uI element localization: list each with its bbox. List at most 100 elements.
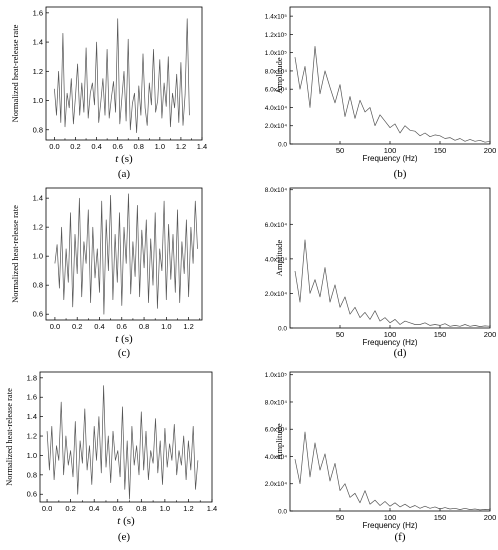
- x-axis-unit: (s): [118, 333, 133, 345]
- x-tick-label: 1.0: [160, 504, 170, 513]
- x-tick-label: 0.8: [136, 504, 146, 513]
- y-tick-label: 1.8: [27, 373, 37, 382]
- x-axis-variable: t: [117, 515, 121, 527]
- y-tick-label: 2.0x10⁴: [265, 291, 288, 298]
- x-tick-label: 0.4: [94, 322, 104, 331]
- x-tick-label: 0.2: [72, 322, 82, 331]
- y-axis-label: Normalized heat-release rate: [10, 24, 20, 122]
- x-tick-label: 1.4: [207, 504, 217, 513]
- y-tick-label: 0.8: [33, 281, 43, 290]
- x-tick-label: 0.0: [49, 142, 59, 151]
- x-tick-label: 200: [484, 513, 497, 522]
- y-tick-label: 1.6: [27, 393, 37, 402]
- y-tick-label: 6.0x10⁴: [265, 87, 288, 94]
- x-tick-label: 0.0: [50, 322, 60, 331]
- x-axis-unit: (s): [118, 153, 133, 165]
- plot-frame: [39, 371, 213, 503]
- x-tick-label: 0.6: [117, 322, 127, 331]
- x-tick-label: 100: [384, 330, 397, 339]
- x-axis-label: Frequency (Hz): [362, 521, 417, 530]
- y-tick-label: 0.6: [27, 490, 37, 499]
- y-tick-label: 1.4: [33, 194, 43, 203]
- x-tick-label: 0.2: [70, 142, 80, 151]
- x-tick-label: 0.6: [112, 142, 122, 151]
- x-tick-label: 50: [336, 330, 344, 339]
- y-tick-label: 6.0x10⁴: [265, 222, 288, 229]
- x-axis-variable: t: [115, 333, 119, 345]
- series-line: [54, 193, 198, 315]
- panel-label: (d): [394, 347, 407, 359]
- x-axis-variable: t: [115, 153, 119, 165]
- panel-label: (a): [118, 168, 131, 180]
- series-line: [294, 239, 491, 327]
- x-axis-label: Frequency (Hz): [362, 154, 417, 163]
- x-axis-unit: (s): [120, 515, 135, 527]
- chart-panel-1: 0.8 1.0 1.2 1.4 1.6 0.0 0.2 0.4 0.6 0.8 1.0 1.2 1.4 t…: [10, 6, 207, 180]
- y-axis-label: Amplitude: [274, 57, 284, 94]
- y-tick-label: 8.0x10⁴: [265, 399, 288, 406]
- y-tick-label: 0.0: [278, 326, 287, 333]
- series-line: [294, 431, 491, 511]
- x-tick-label: 200: [484, 146, 497, 155]
- series-line: [54, 18, 190, 134]
- y-tick-label: 1.2: [27, 432, 37, 441]
- x-tick-label: 0.0: [42, 504, 52, 513]
- y-tick-label: 2.0x10⁴: [265, 481, 288, 488]
- y-tick-label: 0.0: [278, 142, 287, 149]
- x-tick-label: 1.2: [183, 322, 193, 331]
- series-line: [46, 385, 199, 500]
- chart-panel-6: 0.0 2.0x10⁴ 4.0x10⁴ 6.0x10⁴ 8.0x10⁴ 1.0x10⁵ 50…: [265, 371, 497, 543]
- y-tick-label: 1.0x10⁵: [265, 50, 288, 57]
- y-tick-label: 1.2x10⁵: [265, 32, 288, 39]
- x-tick-label: 1.0: [155, 142, 165, 151]
- y-tick-label: 1.2: [33, 223, 43, 232]
- x-tick-label: 0.4: [91, 142, 101, 151]
- y-tick-label: 6.0x10⁴: [265, 427, 288, 434]
- x-tick-label: 1.2: [183, 504, 193, 513]
- y-tick-label: 1.0x10⁵: [265, 372, 288, 379]
- y-tick-label: 8.0x10⁴: [265, 68, 288, 75]
- y-axis-label: Amplitude: [274, 240, 284, 277]
- x-tick-label: 50: [336, 513, 344, 522]
- y-axis-label: Normalized heat-release rate: [4, 388, 14, 486]
- y-tick-label: 1.4: [27, 412, 37, 421]
- plot-frame: [289, 371, 491, 512]
- x-tick-label: 0.8: [134, 142, 144, 151]
- y-tick-label: 1.2: [33, 67, 43, 76]
- y-tick-label: 1.0: [33, 252, 43, 261]
- y-tick-label: 4.0x10⁴: [265, 256, 288, 263]
- x-axis-label: Frequency (Hz): [362, 338, 417, 347]
- chart-panel-5: 0.6 0.8 1.0 1.2 1.4 1.6 1.8 0.0 0.2 0.4 0.6 0.8 1.0 1…: [4, 371, 217, 543]
- plot-frame: [289, 6, 491, 145]
- x-tick-label: 0.6: [113, 504, 123, 513]
- y-tick-label: 0.8: [33, 125, 43, 134]
- y-tick-label: 2.0x10⁴: [265, 123, 288, 130]
- y-tick-label: 4.0x10⁴: [265, 454, 288, 461]
- x-tick-label: 150: [434, 513, 447, 522]
- y-tick-label: 1.4x10⁵: [265, 14, 288, 21]
- panel-label: (f): [395, 531, 406, 543]
- x-tick-label: 200: [484, 330, 497, 339]
- chart-panel-3: 0.6 0.8 1.0 1.2 1.4 0.0 0.2 0.4 0.6 0.8 1.0 1.2 t (s…: [10, 187, 203, 359]
- x-tick-label: 150: [434, 146, 447, 155]
- chart-panel-2: 0.0 2.0x10⁴ 4.0x10⁴ 6.0x10⁴ 8.0x10⁴ 1.0x10⁵ 1.…: [265, 6, 497, 180]
- x-axis-label: t (s): [115, 333, 133, 345]
- panel-label: (c): [118, 347, 131, 359]
- x-tick-label: 0.4: [89, 504, 99, 513]
- y-tick-label: 1.0: [33, 96, 43, 105]
- plot-frame: [289, 187, 491, 329]
- x-tick-label: 50: [336, 146, 344, 155]
- x-tick-label: 1.4: [197, 142, 207, 151]
- y-axis-label: Amplitude: [274, 423, 284, 460]
- x-axis-label: t (s): [117, 515, 135, 527]
- x-tick-label: 150: [434, 330, 447, 339]
- y-tick-label: 0.6: [33, 310, 43, 319]
- panel-label: (e): [118, 531, 131, 543]
- plot-frame: [45, 6, 203, 141]
- series-line: [294, 45, 491, 143]
- y-tick-label: 1.4: [33, 38, 43, 47]
- y-tick-label: 1.0: [27, 451, 37, 460]
- y-tick-label: 0.8: [27, 470, 37, 479]
- x-tick-label: 1.2: [176, 142, 186, 151]
